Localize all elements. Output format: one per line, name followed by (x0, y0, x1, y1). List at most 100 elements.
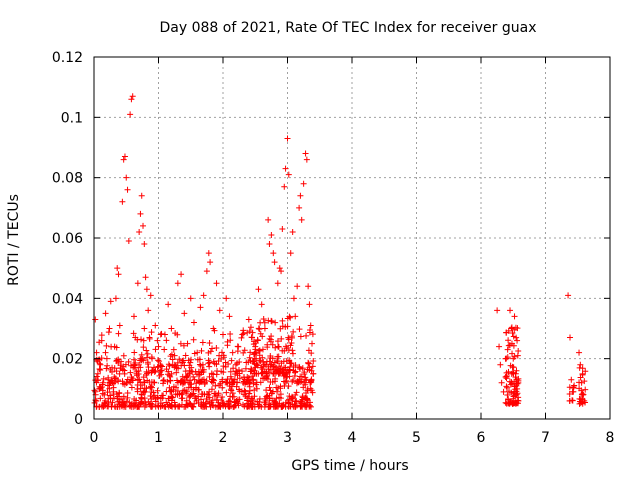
data-point (293, 389, 300, 396)
data-point (127, 402, 134, 409)
data-point (181, 377, 188, 384)
data-point (251, 387, 258, 394)
data-point (184, 340, 191, 347)
data-point (223, 379, 230, 386)
data-point (278, 335, 285, 342)
data-point (131, 400, 138, 407)
data-point (309, 363, 316, 370)
data-point (272, 319, 279, 326)
data-point (219, 384, 226, 391)
data-point (270, 250, 277, 257)
data-point (252, 343, 259, 350)
data-point (124, 376, 131, 383)
data-point (283, 369, 290, 376)
data-point (251, 393, 258, 400)
data-point (238, 334, 245, 341)
data-point (127, 111, 134, 118)
data-point (227, 368, 234, 375)
data-point (505, 396, 512, 403)
data-point (186, 370, 193, 377)
data-point (100, 403, 107, 410)
data-point (273, 364, 280, 371)
data-point (273, 358, 280, 365)
data-point (163, 399, 170, 406)
data-point (258, 301, 265, 308)
data-point (132, 359, 139, 366)
data-point (141, 379, 148, 386)
data-point (206, 394, 213, 401)
data-point (220, 363, 227, 370)
data-point (505, 368, 512, 375)
data-point (174, 359, 181, 366)
data-point (254, 362, 261, 369)
data-point (152, 346, 159, 353)
data-point (163, 366, 170, 373)
data-point (276, 400, 283, 407)
data-point (146, 335, 153, 342)
data-point (195, 377, 202, 384)
data-point (97, 366, 104, 373)
data-point (255, 286, 262, 293)
data-point (279, 403, 286, 410)
data-point (168, 325, 175, 332)
data-point (514, 397, 521, 404)
data-point (512, 400, 519, 407)
data-point (91, 399, 98, 406)
data-point (171, 401, 178, 408)
data-point (266, 384, 273, 391)
data-point (246, 328, 253, 335)
data-point (498, 379, 505, 386)
data-point (269, 379, 276, 386)
data-point (292, 313, 299, 320)
data-point (228, 357, 235, 364)
data-point (266, 358, 273, 365)
data-point (144, 350, 151, 357)
data-point (263, 387, 270, 394)
data-point (165, 395, 172, 402)
data-point (141, 325, 148, 332)
data-point (100, 375, 107, 382)
data-point (218, 368, 225, 375)
data-point (188, 356, 195, 363)
data-point (154, 337, 161, 344)
data-point (150, 389, 157, 396)
data-point (274, 388, 281, 395)
data-point (145, 307, 152, 314)
data-point (191, 376, 198, 383)
data-point (277, 325, 284, 332)
data-point (210, 402, 217, 409)
data-point (195, 399, 202, 406)
data-point (163, 337, 170, 344)
data-point (261, 325, 268, 332)
data-point (578, 387, 585, 394)
data-point (130, 356, 137, 363)
data-point (287, 360, 294, 367)
data-point (171, 352, 178, 359)
data-point (272, 403, 279, 410)
data-point (567, 334, 574, 341)
data-point (213, 280, 220, 287)
data-point (281, 378, 288, 385)
data-point (195, 368, 202, 375)
data-point (165, 403, 172, 410)
data-point (165, 301, 172, 308)
data-point (301, 369, 308, 376)
data-point (274, 280, 281, 287)
data-point (183, 388, 190, 395)
data-point (236, 359, 243, 366)
data-point (221, 401, 228, 408)
data-point (269, 363, 276, 370)
data-point (284, 323, 291, 330)
data-point (247, 324, 254, 331)
data-point (136, 228, 143, 235)
data-point (126, 399, 133, 406)
data-point (190, 319, 197, 326)
data-point (305, 347, 312, 354)
data-point (174, 403, 181, 410)
data-point (511, 313, 518, 320)
data-point (268, 231, 275, 238)
data-point (506, 342, 513, 349)
data-point (151, 368, 158, 375)
data-point (257, 379, 264, 386)
data-point (290, 328, 297, 335)
